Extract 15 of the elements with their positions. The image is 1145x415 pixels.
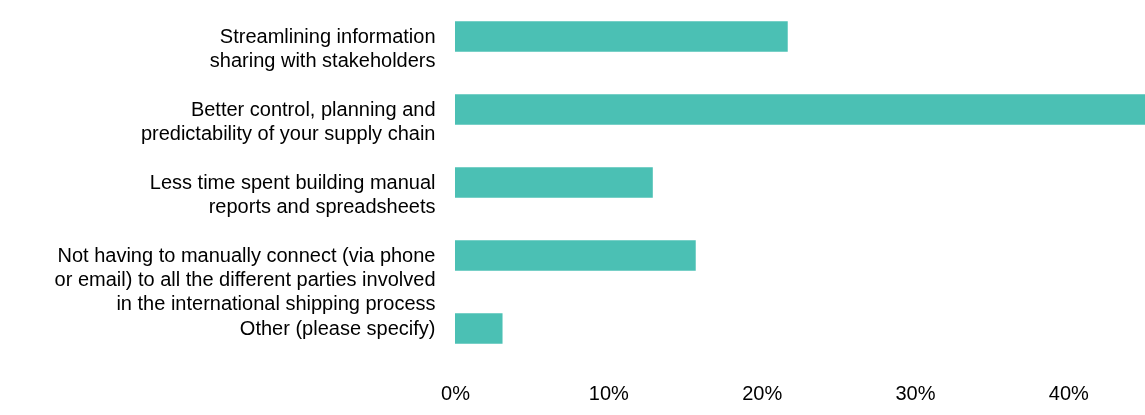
bar: [455, 313, 503, 344]
x-tick-label: 30%: [895, 381, 936, 404]
x-tick-label: 20%: [742, 381, 783, 404]
y-tick-label: Other (please specify): [239, 316, 436, 339]
x-tick-label: 0%: [441, 381, 471, 404]
x-tick-label: 40%: [1048, 381, 1090, 404]
bar: [455, 94, 1145, 125]
y-tick-label: Better control, planning and predictability of your supply chain: [140, 97, 436, 144]
bar: [455, 21, 788, 52]
bar: [455, 240, 696, 271]
bar: [455, 167, 653, 198]
y-tick-label: Less time spent building manual reports and spreadsheets: [149, 170, 436, 217]
y-tick-label: Streamlining information sharing with stakeholders: [209, 24, 436, 71]
x-tick-label: 10%: [588, 381, 630, 404]
y-tick-label: Not having to manually connect (via phone or email) to all the different parties involved in the international shipping process: [54, 243, 436, 314]
